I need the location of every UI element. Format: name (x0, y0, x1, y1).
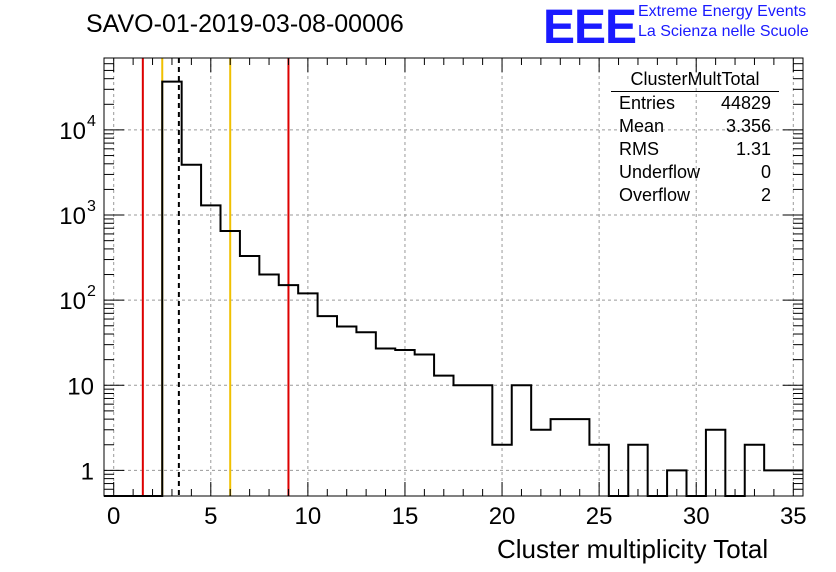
histogram-bin (201, 205, 220, 496)
stats-value: 2 (760, 185, 771, 205)
histogram-bin (240, 256, 259, 496)
histogram-line (104, 80, 803, 497)
histogram-bin (356, 332, 375, 496)
y-tick-label: 10 (59, 118, 86, 145)
x-tick-label: 15 (392, 503, 419, 530)
stats-row-entries: Entries 44829 (611, 92, 779, 115)
histogram-bin (551, 419, 570, 496)
histogram-bin (182, 165, 201, 496)
x-tick-label: 10 (295, 503, 322, 530)
y-tick-label: 1 (81, 458, 94, 485)
marker-lines (141, 58, 290, 496)
histogram-bin (454, 385, 473, 496)
stats-row-rms: RMS 1.31 (611, 138, 779, 161)
y-tick-exponent: 3 (87, 198, 96, 215)
histogram-bin (512, 385, 531, 496)
stats-label: Mean (619, 116, 665, 136)
stats-row-mean: Mean 3.356 (611, 115, 779, 138)
x-tick-label: 35 (780, 503, 807, 530)
stats-rows: Entries 44829 Mean 3.356 RMS 1.31 Underflow 0 Ov… (611, 92, 779, 207)
logo-line-1: Extreme Energy Events (638, 3, 807, 20)
x-tick-label: 0 (107, 503, 120, 530)
histogram-bin (706, 430, 725, 496)
axis-ticks (104, 57, 803, 497)
stats-label: Overflow (619, 185, 691, 205)
histogram-bin (318, 316, 337, 496)
stats-label: Underflow (619, 162, 701, 182)
histogram-bin (434, 376, 453, 496)
y-tick-exponent: 2 (87, 283, 96, 300)
y-tick-exponent: 4 (87, 113, 96, 130)
histogram-series (104, 80, 803, 497)
stats-value: 3.356 (725, 116, 771, 136)
stats-box: ClusterMultTotal Entries 44829 Mean 3.356 RM… (611, 69, 779, 207)
histogram-bin (531, 430, 550, 496)
plot-frame (103, 57, 804, 497)
histogram-bin (473, 385, 492, 496)
logo-line-2: La Scienza nelle Scuole (638, 23, 809, 40)
stats-title: ClusterMultTotal (611, 69, 779, 92)
stats-row-underflow: Underflow 0 (611, 161, 779, 184)
x-tick-label: 20 (489, 503, 516, 530)
histogram-bin (415, 354, 434, 496)
stats-label: Entries (619, 93, 676, 113)
stats-row-overflow: Overflow 2 (611, 184, 779, 207)
x-tick-label: 25 (586, 503, 613, 530)
histogram-bin (570, 419, 589, 496)
stats-value: 0 (760, 162, 771, 182)
y-tick-label: 10 (67, 373, 94, 400)
stats-value: 44829 (720, 93, 771, 113)
x-axis-title: Cluster multiplicity Total (497, 534, 769, 564)
y-tick-label: 10 (59, 203, 86, 230)
stats-label: RMS (619, 139, 659, 159)
logo-mark: EEE (543, 1, 637, 54)
grid-lines (104, 58, 803, 496)
x-tick-label: 30 (683, 503, 710, 530)
page-title: SAVO-01-2019-03-08-00006 (86, 10, 404, 38)
y-tick-label: 10 (59, 288, 86, 315)
x-tick-label: 5 (204, 503, 217, 530)
stats-value: 1.31 (735, 139, 771, 159)
histogram-bin (376, 349, 395, 496)
